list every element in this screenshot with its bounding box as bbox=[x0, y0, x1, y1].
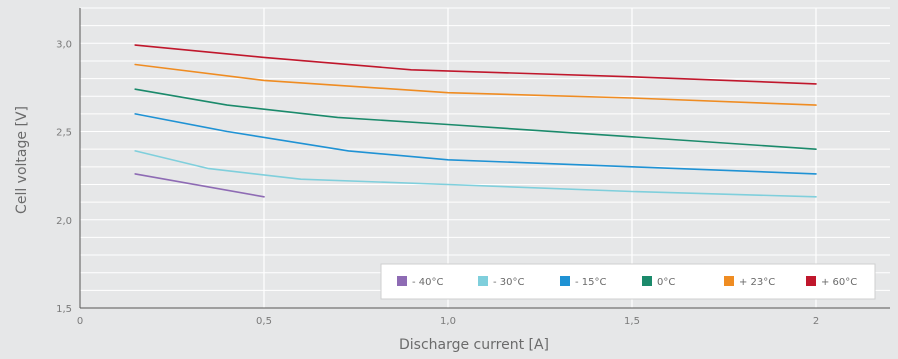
legend-label: - 15°C bbox=[575, 277, 607, 288]
legend-swatch bbox=[642, 276, 652, 286]
legend-swatch bbox=[478, 276, 488, 286]
legend-label: + 23°C bbox=[739, 277, 775, 288]
y-axis-label: Cell voltage [V] bbox=[14, 106, 30, 214]
series-lines bbox=[134, 44, 817, 198]
y-tick-label: 2,5 bbox=[56, 128, 72, 139]
x-tick-label: 0,5 bbox=[256, 316, 272, 327]
y-tick-label: 1,5 bbox=[56, 304, 72, 315]
legend-swatch bbox=[397, 276, 407, 286]
legend-swatch bbox=[806, 276, 816, 286]
axes bbox=[79, 8, 890, 309]
series-line bbox=[134, 63, 817, 106]
legend-label: - 40°C bbox=[412, 277, 444, 288]
legend-swatch bbox=[724, 276, 734, 286]
x-tick-label: 1,5 bbox=[624, 316, 640, 327]
x-tick-label: 2 bbox=[813, 316, 819, 327]
series-line bbox=[134, 150, 817, 198]
tick-labels: 0 0,5 1,0 1,5 2 1,5 2,0 2,5 3,0 bbox=[56, 39, 819, 327]
legend-label: + 60°C bbox=[821, 277, 857, 288]
x-axis-label: Discharge current [A] bbox=[399, 337, 549, 353]
x-tick-label: 0 bbox=[77, 316, 83, 327]
legend-box bbox=[380, 263, 876, 300]
y-tick-label: 3,0 bbox=[56, 39, 72, 50]
x-tick-label: 1,0 bbox=[440, 316, 456, 327]
legend-label: 0°C bbox=[657, 277, 675, 288]
legend-swatch bbox=[560, 276, 570, 286]
series-line bbox=[134, 173, 265, 198]
series-line bbox=[134, 88, 817, 150]
legend-label: - 30°C bbox=[493, 277, 525, 288]
legend: - 40°C - 30°C - 15°C 0°C + 23°C + 60°C bbox=[380, 263, 876, 300]
y-tick-label: 2,0 bbox=[56, 216, 72, 227]
series-line bbox=[134, 113, 817, 175]
series-line bbox=[134, 44, 817, 85]
grid bbox=[80, 7, 890, 308]
